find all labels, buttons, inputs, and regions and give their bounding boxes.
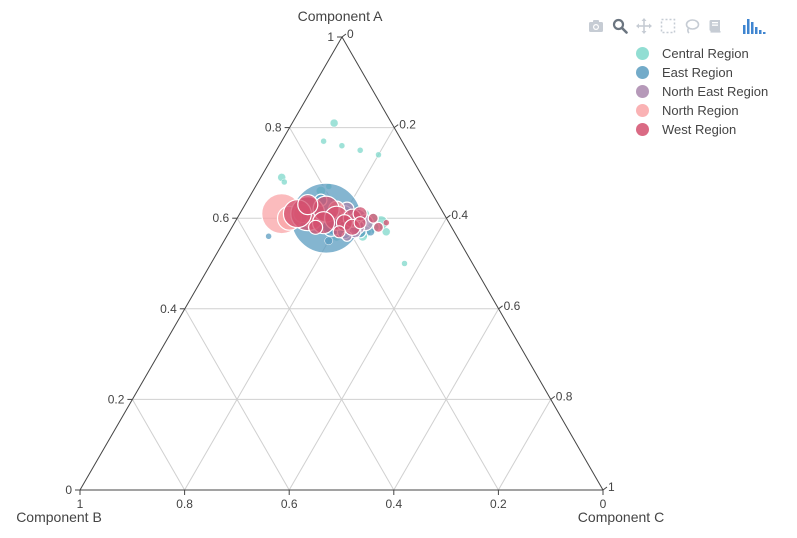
tick-mark-c bbox=[602, 486, 608, 491]
legend-label: North East Region bbox=[662, 84, 769, 99]
modebar bbox=[584, 14, 766, 38]
axis-title-c: Component C bbox=[578, 509, 664, 525]
data-point-central-region[interactable] bbox=[329, 118, 339, 128]
axis-line-right bbox=[341, 36, 604, 491]
tick-label-c: 0.6 bbox=[504, 299, 521, 313]
tick-label-c: 1 bbox=[608, 480, 615, 494]
legend-swatch bbox=[636, 104, 649, 117]
data-point-central-region[interactable] bbox=[281, 178, 288, 186]
legend-label: North Region bbox=[662, 103, 739, 118]
tick-marks bbox=[75, 33, 608, 495]
axis-line-left bbox=[79, 36, 343, 491]
plotly-logo-icon[interactable] bbox=[742, 14, 766, 38]
tick-mark-c bbox=[498, 305, 503, 310]
grid-line-b bbox=[131, 399, 186, 491]
tick-label-b: 1 bbox=[77, 497, 84, 511]
tick-label-b: 0.8 bbox=[176, 497, 193, 511]
grid-line-c bbox=[288, 217, 447, 491]
tick-label-a: 0.6 bbox=[213, 211, 230, 225]
legend-item-central-region[interactable]: Central Region bbox=[632, 44, 768, 63]
camera-icon[interactable] bbox=[584, 14, 608, 38]
tick-label-c: 0 bbox=[347, 27, 354, 41]
legend-item-west-region[interactable]: West Region bbox=[632, 120, 768, 139]
grid-line-c bbox=[497, 399, 552, 491]
zoom-icon[interactable] bbox=[608, 14, 632, 38]
tick-label-b: 0 bbox=[600, 497, 607, 511]
tick-label-a: 1 bbox=[327, 30, 334, 44]
axis-title-a: Component A bbox=[298, 8, 383, 24]
grid-line-c bbox=[393, 308, 500, 491]
data-point-central-region[interactable] bbox=[338, 142, 346, 149]
box-select-icon[interactable] bbox=[656, 14, 680, 38]
legend-item-east-region[interactable]: East Region bbox=[632, 63, 768, 82]
tick-label-b: 0.2 bbox=[490, 497, 507, 511]
ternary-frame bbox=[79, 36, 604, 491]
data-point-west-region[interactable] bbox=[308, 219, 324, 235]
tick-mark-c bbox=[446, 214, 451, 219]
data-point-central-region[interactable] bbox=[320, 137, 327, 145]
data-point-west-region[interactable] bbox=[332, 225, 346, 239]
lasso-icon[interactable] bbox=[680, 14, 704, 38]
legend-label: East Region bbox=[662, 65, 733, 80]
tick-label-c: 0.4 bbox=[451, 208, 468, 222]
data-point-east-region[interactable] bbox=[324, 236, 333, 246]
pan-icon[interactable] bbox=[632, 14, 656, 38]
legend-item-north-region[interactable]: North Region bbox=[632, 101, 768, 120]
tick-label-b: 0.4 bbox=[385, 497, 402, 511]
data-point-west-region[interactable] bbox=[383, 219, 390, 226]
data-point-central-region[interactable] bbox=[401, 260, 408, 267]
data-point-west-region[interactable] bbox=[367, 212, 379, 224]
legend-label: West Region bbox=[662, 122, 737, 137]
tick-label-a: 0 bbox=[65, 483, 72, 497]
data-point-west-region[interactable] bbox=[372, 221, 384, 233]
grid-line-b bbox=[184, 308, 290, 491]
tick-label-b: 0.6 bbox=[281, 497, 298, 511]
tick-mark-c bbox=[393, 124, 399, 128]
grid-line-b bbox=[236, 217, 395, 491]
legend-swatch bbox=[636, 47, 649, 60]
legend: Central Region East Region North East Regi… bbox=[632, 44, 768, 139]
data-point-central-region[interactable] bbox=[381, 227, 391, 237]
data-point-central-region[interactable] bbox=[356, 147, 364, 154]
legend-label: Central Region bbox=[662, 46, 749, 61]
grid-lines bbox=[131, 127, 552, 491]
tick-mark-c bbox=[550, 395, 556, 400]
book-icon[interactable] bbox=[704, 14, 728, 38]
tick-label-c: 0.2 bbox=[399, 118, 416, 132]
legend-swatch bbox=[636, 123, 649, 136]
tick-label-a: 0.4 bbox=[160, 302, 177, 316]
tick-mark-c bbox=[341, 33, 347, 38]
tick-label-a: 0.8 bbox=[265, 121, 282, 135]
axis-title-b: Component B bbox=[16, 509, 102, 525]
legend-swatch bbox=[636, 85, 649, 98]
tick-label-c: 0.8 bbox=[556, 389, 573, 403]
legend-item-north-east-region[interactable]: North East Region bbox=[632, 82, 768, 101]
legend-swatch bbox=[636, 66, 649, 79]
data-point-west-region[interactable] bbox=[353, 216, 367, 230]
tick-label-a: 0.2 bbox=[108, 392, 125, 406]
data-point-west-region[interactable] bbox=[297, 194, 319, 216]
data-points[interactable] bbox=[261, 118, 408, 267]
data-point-central-region[interactable] bbox=[375, 151, 382, 159]
data-point-east-region[interactable] bbox=[265, 233, 272, 240]
